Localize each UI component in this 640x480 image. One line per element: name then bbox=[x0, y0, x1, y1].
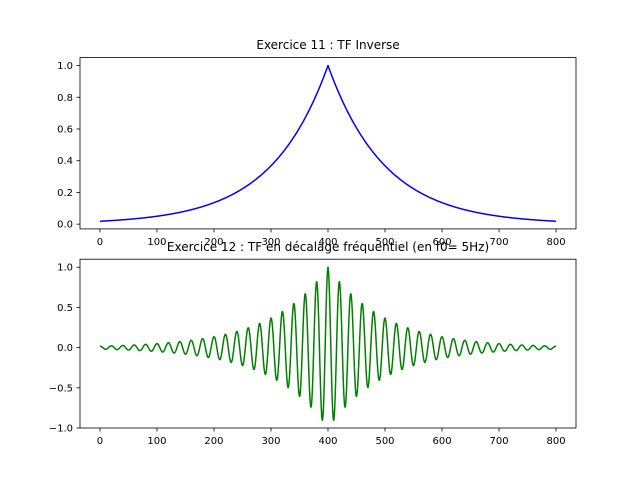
y-tick-label: 0.8 bbox=[57, 93, 73, 104]
plot-area-2 bbox=[99, 266, 557, 422]
y-tick-label: 0.4 bbox=[57, 156, 73, 167]
x-tick-label: 700 bbox=[489, 237, 508, 248]
y-tick-label: 0.6 bbox=[57, 124, 73, 135]
x-tick-label: 400 bbox=[318, 436, 337, 447]
x-tick-label: 500 bbox=[375, 237, 394, 248]
y-tick-label: 0.0 bbox=[57, 343, 73, 354]
axes-ticks-1: 0 100 200 300 400 500 600 700 800 0.0 0.2 0.4 0.6 0.8… bbox=[57, 61, 565, 248]
x-tick-label: 200 bbox=[204, 436, 223, 447]
y-tick-label: −0.5 bbox=[49, 383, 73, 394]
chart-title-2: Exercice 12 : TF en décalage fréquentiel… bbox=[167, 240, 489, 254]
x-tick-label: 400 bbox=[318, 237, 337, 248]
y-tick-label: 1.0 bbox=[57, 263, 73, 274]
x-tick-label: 100 bbox=[147, 237, 166, 248]
series-line-modulated bbox=[99, 266, 557, 422]
y-tick-label: 1.0 bbox=[57, 61, 73, 72]
y-tick-label: 0.5 bbox=[57, 303, 73, 314]
x-tick-label: 300 bbox=[261, 237, 280, 248]
x-tick-label: 200 bbox=[204, 237, 223, 248]
x-tick-label: 700 bbox=[489, 436, 508, 447]
axes-ticks-2: 0 100 200 300 400 500 600 700 800 −1.0 −0.5 0.0 0.5 1… bbox=[49, 263, 566, 447]
subplot-frequency-shift: 0 100 200 300 400 500 600 700 800 −1.0 −0.5 0.0 0.5 1… bbox=[49, 240, 577, 447]
plot-area-1 bbox=[99, 64, 557, 222]
x-tick-label: 100 bbox=[147, 436, 166, 447]
x-tick-label: 300 bbox=[261, 436, 280, 447]
chart-title-1: Exercice 11 : TF Inverse bbox=[256, 38, 399, 52]
series-line-inverse-tf bbox=[99, 64, 557, 222]
y-tick-label: −1.0 bbox=[49, 424, 73, 435]
x-tick-label: 0 bbox=[97, 436, 103, 447]
x-tick-label: 800 bbox=[546, 237, 565, 248]
x-tick-label: 500 bbox=[375, 436, 394, 447]
x-tick-label: 0 bbox=[97, 237, 103, 248]
x-tick-label: 800 bbox=[546, 436, 565, 447]
x-tick-label: 600 bbox=[432, 237, 451, 248]
subplot-inverse-tf: Exercice 11 : TF Inverse 0 100 200 300 400 50… bbox=[57, 38, 577, 248]
y-tick-label: 0.0 bbox=[57, 220, 73, 231]
y-tick-label: 0.2 bbox=[57, 188, 73, 199]
x-tick-label: 600 bbox=[432, 436, 451, 447]
